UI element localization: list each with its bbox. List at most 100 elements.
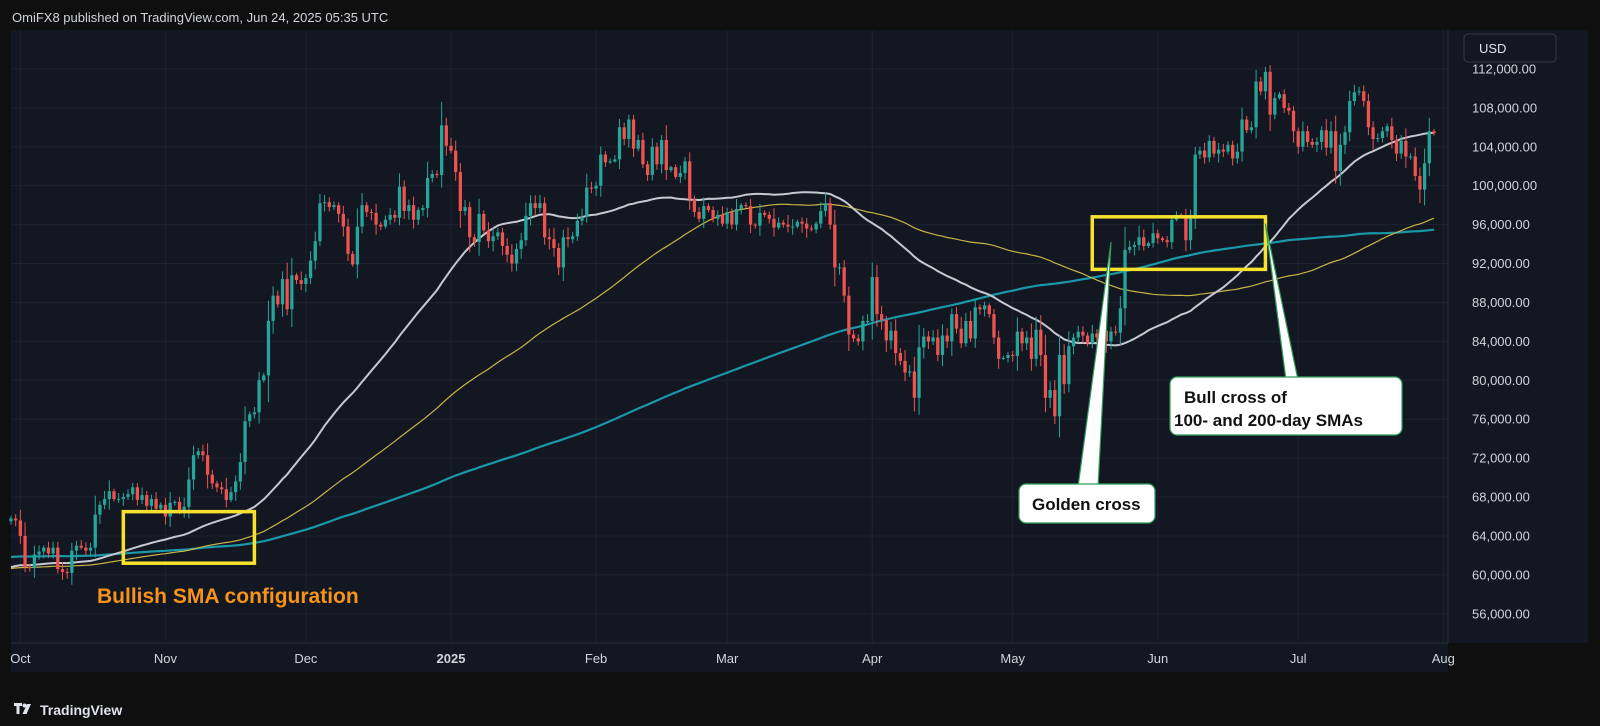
candle-body [575,220,580,237]
candle-body [425,177,430,209]
candle-body [1170,219,1174,243]
candle-body [1043,354,1048,398]
candle-body [1193,154,1197,218]
candle-body [1067,346,1071,385]
candle-body [468,207,472,238]
bull-cross-label-line1: Bull cross of [1184,388,1287,407]
candle-body [585,187,589,217]
candle-body [102,498,107,505]
candle-body [159,504,163,509]
candle-body [1226,144,1230,152]
time-axis[interactable]: Oct Nov Dec 2025 Feb Mar Apr May Jun Jul Aug [10,642,1455,672]
bullish-configuration-label: Bullish SMA configuration [97,585,359,608]
candle-body [1118,308,1122,333]
candle-body [28,567,32,569]
candle-body [1146,243,1151,247]
candle-body [552,239,556,248]
candle-body [917,347,921,398]
candle-body [42,547,46,552]
candle-body [472,237,477,243]
candle-body [959,328,963,344]
candle-body [500,232,505,247]
candle-body [1090,333,1094,344]
candle-body [1081,331,1085,336]
candle-body [1114,331,1118,333]
candle-body [351,253,355,265]
candle-body [884,319,888,341]
candle-body [706,206,711,211]
candle-body [978,307,982,310]
candle-body [1217,149,1221,154]
candle-body [14,518,18,521]
candle-body [496,232,500,237]
candle-body [702,206,706,219]
candle-body [318,203,322,242]
candle-body [528,203,533,216]
time-tick-label: Nov [154,651,178,666]
currency-button[interactable]: USD [1463,33,1557,63]
candle-body [777,222,781,228]
candle-body [1422,163,1427,190]
candle-body [1338,144,1342,172]
candle-body [135,487,140,500]
tradingview-logo-icon[interactable] [12,703,34,717]
candle-body [692,199,697,212]
candle-body [814,223,818,230]
candle-body [411,205,416,220]
candle-body [121,497,125,499]
candle-body [32,554,37,569]
candle-body [219,487,224,490]
candle-body [720,214,725,224]
candle-body [88,547,93,551]
price-tick-label: 72,000.00 [1472,451,1530,466]
candle-body [842,267,846,296]
candle-body [945,335,949,342]
candle-body [93,514,97,548]
candle-body [1282,94,1286,108]
candle-body [173,501,177,503]
candle-body [795,221,800,227]
candle-body [379,224,383,227]
candle-body [627,119,631,139]
candle-body [547,237,551,240]
candle-body [1362,91,1366,102]
candle-body [1291,110,1296,132]
candle-body [435,174,439,176]
price-axis[interactable]: 112,000.00 108,000.00 104,000.00 100,000.00… [1447,30,1588,643]
tradingview-brand[interactable]: TradingView [40,702,123,718]
candle-body [98,504,102,515]
candle-body [931,337,935,342]
time-tick-label: Jun [1147,651,1168,666]
time-tick-label: Dec [294,651,318,666]
price-tick-label: 80,000.00 [1472,373,1530,388]
candle-body [936,337,940,355]
annotation-boxes: Bullish SMA configuration [97,215,1268,608]
candle-body [454,150,458,173]
candle-body [37,551,41,555]
candle-body [393,214,397,218]
candle-body [744,205,748,207]
candle-body [266,320,271,376]
candle-body [837,267,842,269]
candle-body [308,260,313,279]
candle-body [238,462,242,482]
candle-body [1324,130,1328,148]
candle-body [191,455,196,480]
candle-body [365,205,369,212]
candle-body [74,545,79,551]
price-tick-label: 64,000.00 [1472,528,1530,543]
candle-body [898,353,902,361]
candle-body [1071,337,1076,347]
price-chart[interactable]: Bullish SMA configuration Golden cross Bu… [0,0,1600,694]
candle-body [903,360,907,373]
candle-body [964,320,968,344]
candle-body [430,174,434,178]
plot-area[interactable] [11,30,1448,643]
candle-body [1287,107,1291,111]
publisher-text: OmiFX8 published on TradingView.com, Jun… [12,10,389,25]
candle-body [1366,101,1371,128]
candle-body [1427,131,1431,164]
candle-body [950,314,954,342]
candle-body [669,167,673,171]
candle-body [894,330,898,354]
